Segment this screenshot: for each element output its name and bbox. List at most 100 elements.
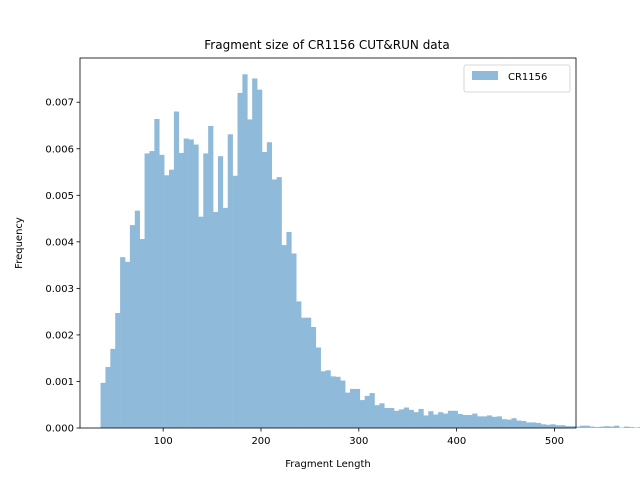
histogram-bar bbox=[129, 225, 136, 428]
histogram-bar bbox=[354, 388, 361, 428]
histogram-bar bbox=[477, 416, 483, 428]
histogram-bar bbox=[638, 427, 640, 428]
histogram-bar bbox=[364, 395, 370, 428]
histogram-bar bbox=[257, 89, 263, 429]
histogram-bar bbox=[589, 426, 595, 428]
histogram-bar bbox=[442, 413, 449, 428]
histogram-bar bbox=[134, 210, 140, 428]
legend-swatch bbox=[472, 71, 498, 80]
histogram-bar bbox=[555, 425, 561, 428]
histogram-bar bbox=[389, 407, 395, 428]
histogram-bar bbox=[472, 413, 478, 428]
histogram-bar bbox=[511, 418, 517, 428]
histogram-bar bbox=[535, 422, 542, 428]
histogram-bar bbox=[609, 426, 615, 428]
x-axis: 100 200 300 400 500 bbox=[154, 428, 564, 447]
histogram-bar bbox=[575, 426, 581, 428]
histogram-bar bbox=[350, 388, 356, 428]
histogram-bar bbox=[315, 347, 321, 428]
y-tick-label: 0.007 bbox=[45, 98, 74, 109]
y-tick-label: 0.000 bbox=[45, 424, 74, 435]
histogram-bar bbox=[159, 154, 165, 428]
histogram-bar bbox=[457, 414, 463, 428]
histogram-bar bbox=[604, 426, 610, 428]
histogram-bar bbox=[232, 175, 238, 428]
histogram-bar bbox=[384, 407, 390, 428]
histogram-bars bbox=[100, 74, 640, 429]
histogram-bar bbox=[227, 134, 233, 428]
y-axis: 0.000 0.001 0.002 0.003 0.004 0.005 0.006 0.007 bbox=[45, 98, 80, 435]
histogram-bar bbox=[584, 425, 590, 428]
histogram-bar bbox=[496, 416, 502, 428]
histogram-bar bbox=[261, 152, 268, 428]
plot-frame bbox=[79, 57, 577, 429]
histogram-bar bbox=[100, 382, 106, 428]
histogram-bar bbox=[560, 425, 566, 428]
histogram-bar bbox=[330, 376, 336, 428]
histogram-bar bbox=[281, 245, 287, 428]
histogram-bar bbox=[125, 261, 131, 428]
histogram-bar bbox=[550, 424, 556, 428]
x-tick-label: 500 bbox=[545, 436, 564, 447]
histogram-bar bbox=[447, 410, 454, 428]
histogram-bar bbox=[599, 426, 605, 428]
histogram-bar bbox=[110, 348, 116, 428]
histogram-bar bbox=[203, 153, 209, 428]
histogram-bar bbox=[208, 125, 214, 428]
histogram-bar bbox=[482, 416, 488, 428]
chart-title: Fragment size of CR1156 CUT&RUN data bbox=[204, 38, 449, 52]
histogram-bar bbox=[531, 422, 537, 428]
histogram-bar bbox=[193, 144, 199, 428]
histogram-bar bbox=[169, 169, 175, 428]
histogram-bar bbox=[247, 119, 253, 429]
histogram-bar bbox=[408, 409, 414, 428]
histogram-bar bbox=[305, 317, 312, 428]
histogram-bar bbox=[345, 392, 351, 428]
histogram-bar bbox=[222, 207, 229, 428]
legend: CR1156 bbox=[463, 64, 571, 93]
histogram-bar bbox=[516, 420, 522, 428]
histogram-bar bbox=[286, 232, 292, 428]
histogram-bar bbox=[545, 424, 551, 428]
histogram-bar bbox=[379, 403, 385, 428]
legend-label: CR1156 bbox=[508, 72, 547, 83]
histogram-bar bbox=[271, 179, 277, 428]
histogram-bar bbox=[154, 118, 160, 428]
histogram-bar bbox=[506, 419, 512, 428]
histogram-bar bbox=[149, 151, 155, 428]
histogram-bar bbox=[467, 414, 473, 428]
x-tick-label: 200 bbox=[251, 436, 270, 447]
y-axis-label: Frequency bbox=[14, 217, 25, 269]
histogram-bar bbox=[623, 426, 630, 428]
histogram-bar bbox=[188, 139, 194, 428]
histogram-bar bbox=[394, 410, 400, 428]
histogram-bar bbox=[359, 400, 365, 428]
histogram-bar bbox=[438, 412, 444, 428]
x-axis-label: Fragment Length bbox=[285, 459, 370, 470]
y-tick-label: 0.002 bbox=[45, 330, 74, 341]
histogram-bar bbox=[413, 412, 419, 428]
histogram-bar bbox=[266, 142, 273, 429]
histogram-bar bbox=[540, 424, 546, 428]
y-tick-label: 0.005 bbox=[45, 191, 74, 202]
histogram-bar bbox=[565, 426, 571, 428]
histogram-bar bbox=[398, 409, 405, 428]
histogram-bar bbox=[433, 414, 439, 428]
histogram-bar bbox=[452, 410, 458, 428]
histogram-bar bbox=[340, 380, 346, 428]
histogram-bar bbox=[276, 177, 282, 428]
histogram-bar bbox=[115, 313, 121, 428]
histogram-bar bbox=[198, 216, 204, 428]
histogram-bar bbox=[120, 257, 126, 428]
histogram-bar bbox=[296, 301, 302, 428]
histogram-bar bbox=[242, 74, 248, 428]
histogram-bar bbox=[521, 421, 527, 428]
histogram-bar bbox=[403, 407, 410, 428]
histogram-bar bbox=[178, 152, 184, 428]
histogram-bar bbox=[369, 393, 375, 428]
histogram-bar bbox=[139, 239, 145, 428]
histogram-bar bbox=[491, 416, 498, 428]
histogram-bar bbox=[320, 371, 326, 428]
y-tick-label: 0.006 bbox=[45, 144, 74, 155]
histogram-bar bbox=[237, 92, 243, 428]
